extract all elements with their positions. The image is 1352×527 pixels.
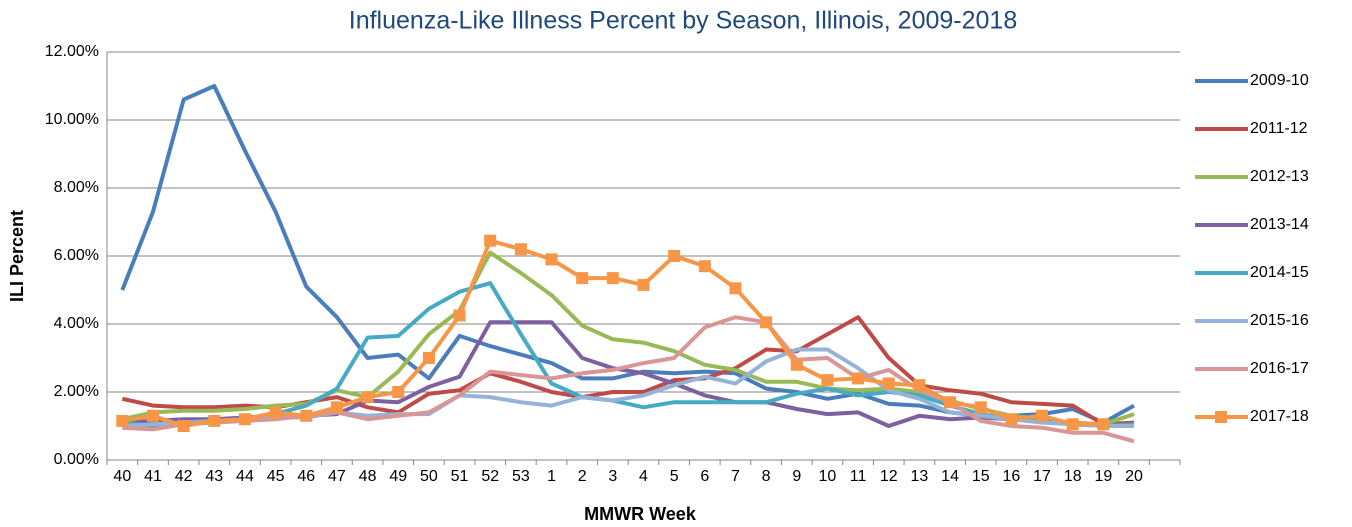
x-tick-label: 52 — [481, 468, 499, 485]
data-marker — [177, 420, 190, 432]
data-marker — [668, 250, 681, 262]
x-tick-label: 17 — [1033, 468, 1051, 485]
y-tick-label: 12.00% — [45, 43, 99, 60]
y-tick-label: 0.00% — [54, 451, 99, 468]
x-tick-label: 46 — [297, 468, 315, 485]
data-marker — [422, 352, 435, 364]
data-marker — [269, 406, 282, 419]
x-tick-label: 13 — [911, 468, 929, 485]
data-marker — [606, 272, 619, 285]
chart-title: Influenza-Like Illness Percent by Season… — [349, 7, 1017, 35]
data-marker — [637, 278, 650, 291]
x-tick-label: 43 — [205, 468, 223, 485]
data-marker — [576, 272, 589, 285]
x-tick-label: 19 — [1094, 468, 1112, 485]
legend-label: 2009-10 — [1250, 72, 1309, 89]
x-tick-label: 40 — [113, 468, 131, 485]
x-tick-label: 47 — [328, 468, 346, 485]
data-marker — [116, 414, 129, 427]
data-marker — [821, 374, 834, 387]
x-tick-label: 6 — [700, 468, 709, 485]
x-tick-label: 11 — [850, 468, 867, 485]
data-marker — [361, 391, 374, 404]
x-tick-label: 49 — [389, 468, 407, 485]
x-tick-label: 50 — [420, 468, 438, 485]
data-marker — [484, 234, 497, 247]
x-tick-label: 42 — [175, 468, 193, 485]
data-marker — [238, 413, 251, 426]
data-marker — [729, 282, 742, 295]
x-tick-label: 7 — [731, 468, 740, 485]
y-tick-label: 8.00% — [54, 179, 99, 196]
data-marker — [1005, 413, 1018, 426]
data-marker — [146, 409, 159, 422]
data-marker — [330, 401, 343, 414]
data-marker — [545, 253, 558, 266]
x-tick-label: 10 — [819, 468, 837, 485]
data-marker — [974, 401, 987, 414]
x-axis-title: MMWR Week — [584, 504, 697, 524]
x-tick-label: 14 — [941, 468, 959, 485]
legend-label: 2013-14 — [1250, 216, 1309, 233]
series-line — [122, 238, 1104, 428]
data-marker — [790, 358, 803, 371]
x-tick-label: 9 — [792, 468, 801, 485]
legend-label: 2016-17 — [1250, 360, 1309, 377]
x-tick-label: 53 — [512, 468, 530, 485]
x-tick-label: 4 — [639, 468, 648, 485]
y-tick-label: 4.00% — [54, 315, 99, 332]
legend-label: 2014-15 — [1250, 264, 1309, 281]
data-marker — [1066, 418, 1079, 431]
x-tick-label: 18 — [1064, 468, 1082, 485]
x-tick-label: 12 — [880, 468, 898, 485]
x-tick-label: 8 — [762, 468, 771, 485]
legend-label: 2011-12 — [1250, 120, 1308, 137]
x-tick-label: 2 — [578, 468, 587, 485]
data-marker — [852, 372, 865, 385]
x-tick-label: 1 — [547, 468, 556, 485]
data-marker — [760, 316, 773, 329]
x-tick-label: 44 — [236, 468, 254, 485]
data-marker — [514, 243, 527, 256]
y-tick-label: 2.00% — [54, 383, 99, 400]
data-marker — [913, 379, 926, 392]
data-marker — [208, 414, 221, 427]
x-tick-label: 48 — [359, 468, 377, 485]
legend-marker — [1215, 411, 1227, 423]
x-tick-label: 20 — [1125, 468, 1143, 485]
x-tick-label: 15 — [972, 468, 990, 485]
legend-label: 2012-13 — [1250, 168, 1309, 185]
data-marker — [392, 386, 405, 398]
y-tick-label: 6.00% — [54, 247, 99, 264]
data-marker — [1036, 409, 1049, 422]
data-marker — [882, 377, 895, 390]
series-line — [122, 315, 1135, 444]
x-tick-label: 16 — [1002, 468, 1020, 485]
data-marker — [1097, 418, 1110, 431]
y-tick-label: 10.00% — [45, 111, 99, 128]
x-tick-label: 41 — [144, 468, 162, 485]
legend-label: 2017-18 — [1250, 408, 1309, 425]
data-marker — [453, 309, 466, 322]
legend-label: 2015-16 — [1250, 312, 1309, 329]
x-tick-label: 45 — [267, 468, 285, 485]
data-marker — [300, 409, 313, 422]
y-axis-title: ILI Percent — [7, 210, 27, 302]
data-marker — [698, 260, 711, 273]
x-tick-label: 3 — [608, 468, 617, 485]
data-marker — [944, 396, 957, 409]
x-tick-label: 51 — [451, 468, 469, 485]
x-tick-label: 5 — [670, 468, 679, 485]
